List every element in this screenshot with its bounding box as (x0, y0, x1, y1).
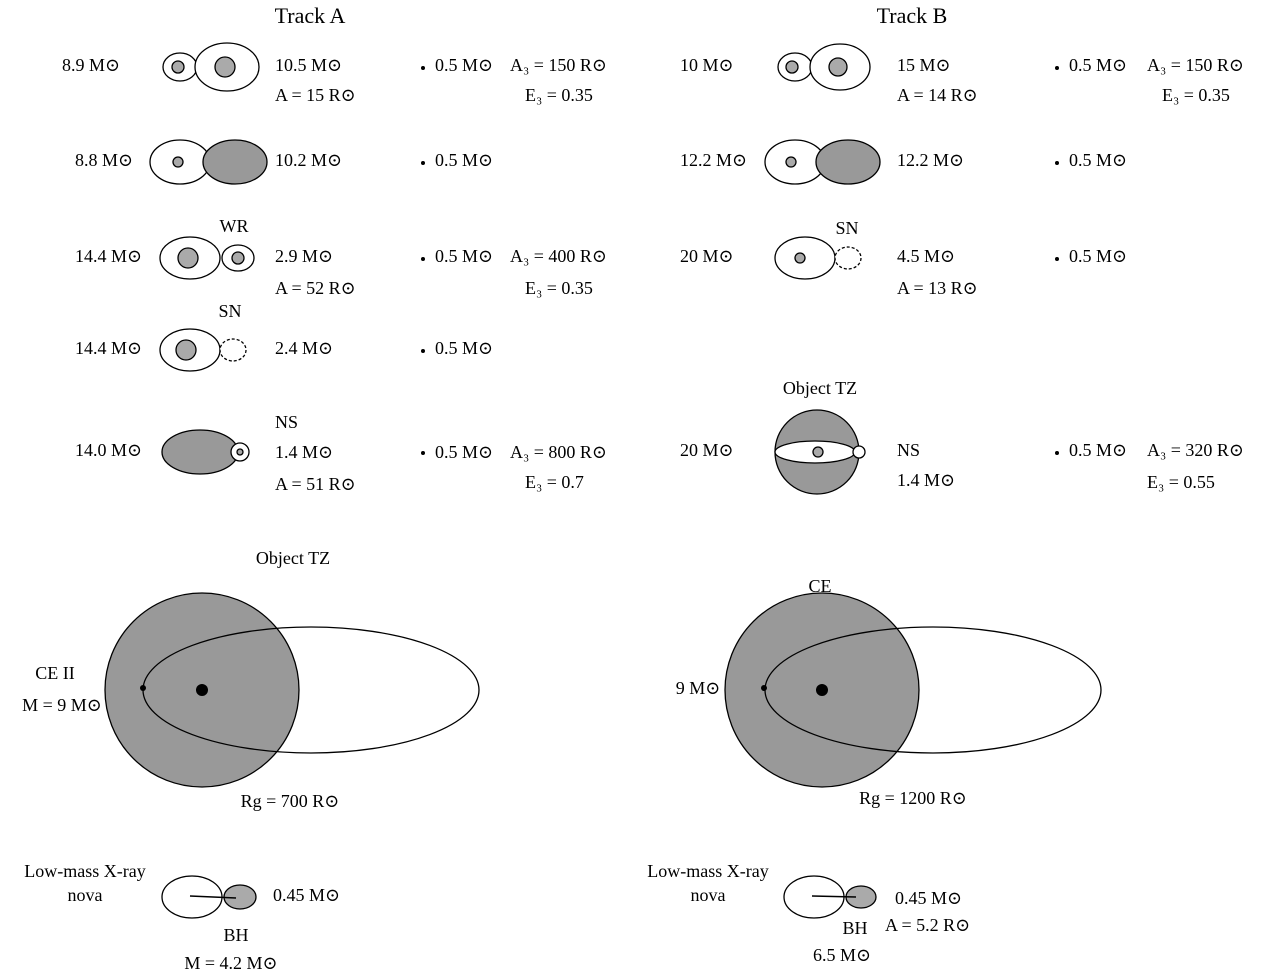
label: Object TZ (256, 548, 330, 568)
mass: 14.4 M⊙ (75, 246, 142, 266)
label: Low-mass X-ray (647, 861, 768, 881)
mass: 0.5 M⊙ (435, 150, 493, 170)
mass: 0.5 M⊙ (1069, 55, 1127, 75)
label: nova (68, 885, 103, 905)
mass: 9 M⊙ (676, 678, 721, 698)
separation: A = 13 R⊙ (897, 278, 978, 298)
separation: A = 52 R⊙ (275, 278, 356, 298)
mass: 0.5 M⊙ (1069, 246, 1127, 266)
labels: Track A Track B 8.9 M⊙ 10.5 M⊙ A = 15 R⊙… (22, 3, 1244, 973)
radius: Rg = 1200 R⊙ (859, 788, 967, 808)
orbit: A₃ = 320 R⊙ (1147, 440, 1244, 460)
mass: 15 M⊙ (897, 55, 951, 75)
mass: M = 4.2 M⊙ (184, 953, 277, 973)
label: SN (218, 301, 241, 321)
mass: 2.9 M⊙ (275, 246, 333, 266)
separation: A = 15 R⊙ (275, 85, 356, 105)
mass: 0.45 M⊙ (895, 888, 962, 908)
orbit: E₃ = 0.35 (1162, 85, 1230, 105)
mass: 0.5 M⊙ (435, 246, 493, 266)
separation: A = 14 R⊙ (897, 85, 978, 105)
mass: M = 9 M⊙ (22, 695, 102, 715)
mass: 2.4 M⊙ (275, 338, 333, 358)
label: NS (897, 440, 920, 460)
separation: A = 51 R⊙ (275, 474, 356, 494)
title: Track A (275, 3, 346, 28)
mass: 10.5 M⊙ (275, 55, 342, 75)
orbit: A₃ = 800 R⊙ (510, 442, 607, 462)
mass: 1.4 M⊙ (275, 442, 333, 462)
mass: 10 M⊙ (680, 55, 734, 75)
mass: 20 M⊙ (680, 440, 734, 460)
diagram: Track A Track B 8.9 M⊙ 10.5 M⊙ A = 15 R⊙… (0, 0, 1268, 975)
label: CE II (35, 663, 75, 683)
mass: 10.2 M⊙ (275, 150, 342, 170)
orbit: A₃ = 400 R⊙ (510, 246, 607, 266)
orbit: A₃ = 150 R⊙ (510, 55, 607, 75)
mass: 0.5 M⊙ (435, 55, 493, 75)
orbit: E₃ = 0.35 (525, 85, 593, 105)
mass: 0.5 M⊙ (435, 338, 493, 358)
orbit: E₃ = 0.35 (525, 278, 593, 298)
label: WR (220, 216, 249, 236)
mass: 0.5 M⊙ (1069, 150, 1127, 170)
label: BH (842, 918, 867, 938)
radius: Rg = 700 R⊙ (241, 791, 340, 811)
mass: 20 M⊙ (680, 246, 734, 266)
title: Track B (877, 3, 948, 28)
mass: 1.4 M⊙ (897, 470, 955, 490)
label: CE (808, 576, 831, 596)
orbit: E₃ = 0.7 (525, 472, 584, 492)
mass: 0.5 M⊙ (1069, 440, 1127, 460)
orbit: E₃ = 0.55 (1147, 472, 1215, 492)
mass: 12.2 M⊙ (680, 150, 747, 170)
mass: 14.0 M⊙ (75, 440, 142, 460)
label: Low-mass X-ray (24, 861, 145, 881)
mass: 8.9 M⊙ (62, 55, 120, 75)
label: NS (275, 412, 298, 432)
mass: 0.5 M⊙ (435, 442, 493, 462)
mass: 12.2 M⊙ (897, 150, 964, 170)
mass: 8.8 M⊙ (75, 150, 133, 170)
orbit: A₃ = 150 R⊙ (1147, 55, 1244, 75)
label: Object TZ (783, 378, 857, 398)
mass: 0.45 M⊙ (273, 885, 340, 905)
mass: 6.5 M⊙ (813, 945, 871, 965)
label: SN (835, 218, 858, 238)
separation: A = 5.2 R⊙ (885, 915, 970, 935)
mass: 4.5 M⊙ (897, 246, 955, 266)
label: nova (691, 885, 726, 905)
label: BH (223, 925, 248, 945)
mass: 14.4 M⊙ (75, 338, 142, 358)
